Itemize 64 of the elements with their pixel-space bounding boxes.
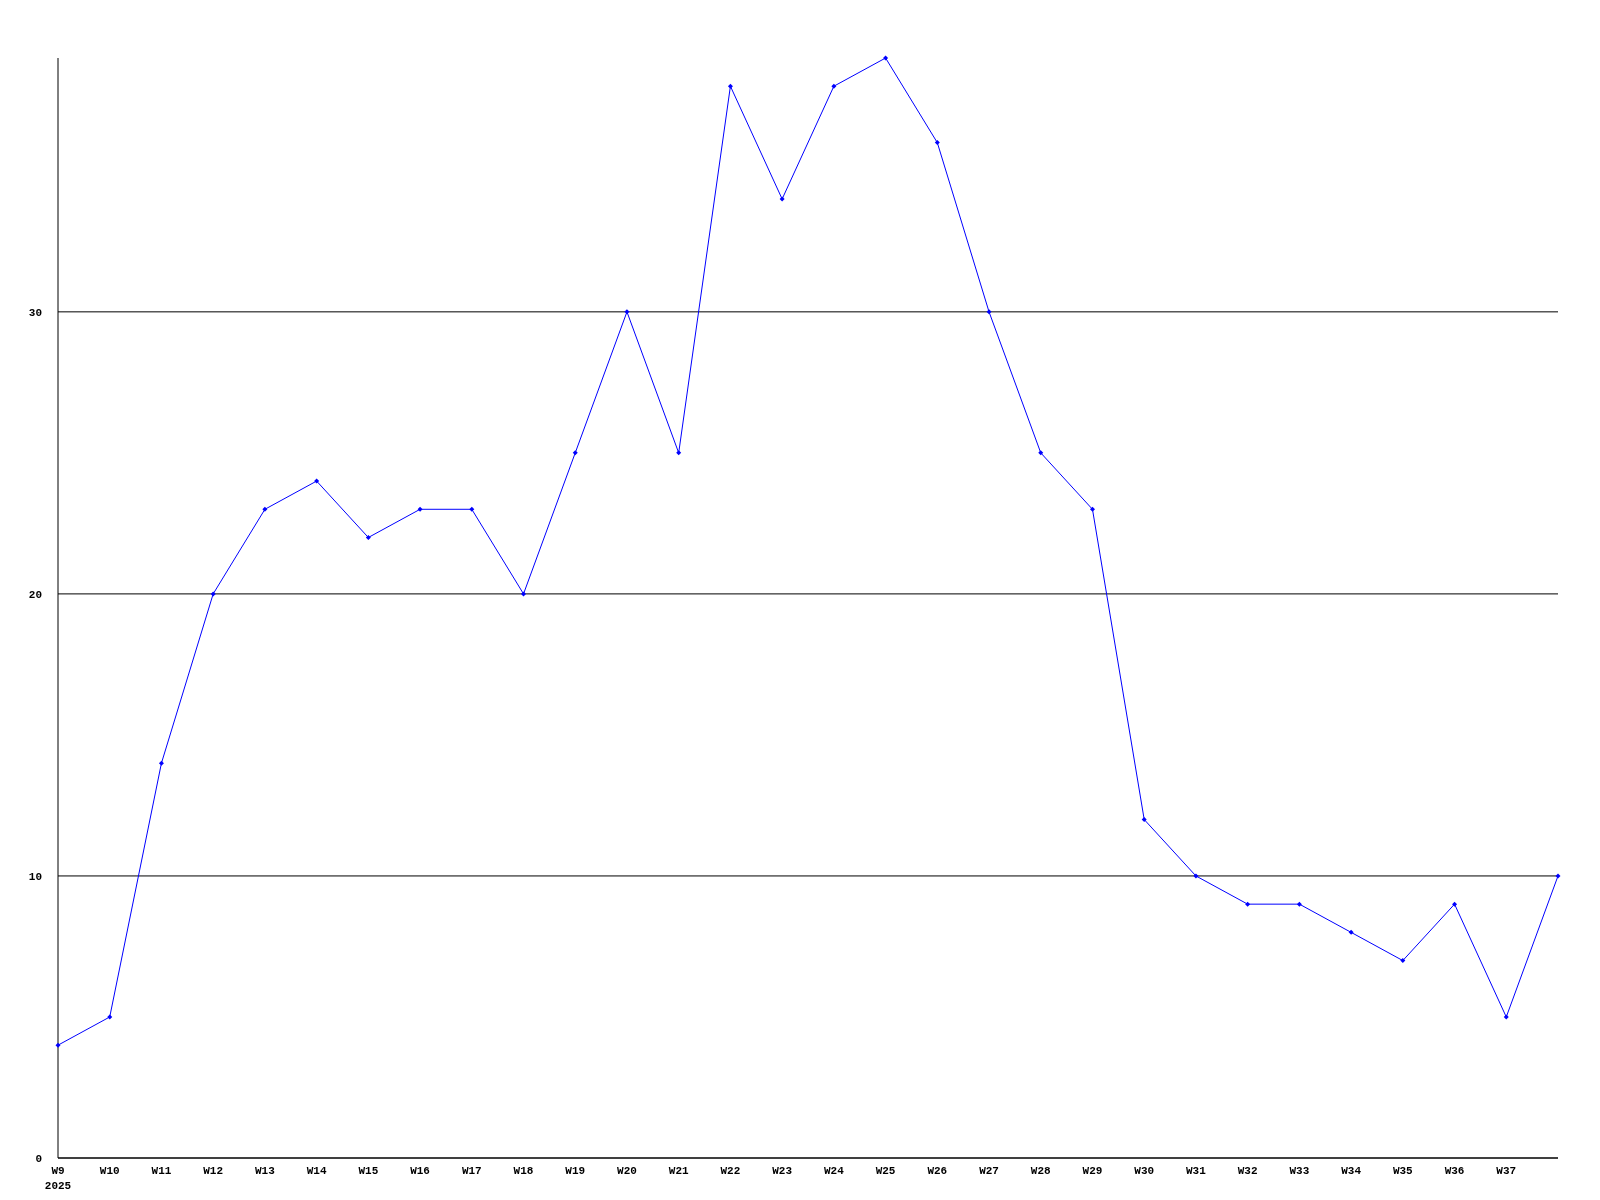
x-tick-label: W17 <box>461 1165 482 1177</box>
y-tick-label: 30 <box>28 306 42 319</box>
x-tick-label: W31 <box>1186 1165 1207 1177</box>
point <box>1348 929 1354 935</box>
y-tick-label: 10 <box>28 870 42 883</box>
point <box>883 55 889 61</box>
x-tick-label: W13 <box>254 1165 276 1177</box>
x-tick-label: W26 <box>927 1165 948 1177</box>
point <box>1038 450 1044 456</box>
x-tick-label: W27 <box>979 1165 999 1177</box>
point <box>676 450 682 456</box>
x-tick-label: W33 <box>1289 1165 1310 1177</box>
point <box>986 309 992 315</box>
point <box>1296 901 1302 907</box>
x-tick-label: W29 <box>1082 1165 1103 1177</box>
x-tick-label: W9 <box>51 1165 65 1177</box>
x-tick-label: W24 <box>823 1165 845 1177</box>
point <box>1245 901 1251 907</box>
point <box>314 478 320 484</box>
point <box>107 1014 113 1020</box>
point <box>1400 958 1406 964</box>
point <box>55 1042 61 1048</box>
point <box>1193 873 1199 879</box>
point <box>365 534 371 540</box>
x-tick-label: W20 <box>617 1165 637 1177</box>
point <box>158 760 164 766</box>
x-tick-label: W23 <box>772 1165 793 1177</box>
point <box>262 506 268 512</box>
x-tick-label: W12 <box>203 1165 224 1177</box>
x-tick-label: W36 <box>1444 1165 1465 1177</box>
point <box>1141 817 1147 823</box>
x-tick-label: W11 <box>151 1165 172 1177</box>
x-tick-label: W37 <box>1496 1165 1517 1177</box>
x-tick-label: W18 <box>513 1165 534 1177</box>
point <box>1452 901 1458 907</box>
x-tick-label: W32 <box>1237 1165 1258 1177</box>
x-tick-label: W28 <box>1030 1165 1052 1177</box>
x-tick-label: W15 <box>358 1165 379 1177</box>
point <box>572 450 578 456</box>
x-tick-label: W25 <box>875 1165 896 1177</box>
y-tick-label: 20 <box>28 588 42 601</box>
point <box>1555 873 1561 879</box>
point <box>1089 506 1095 512</box>
x-tick-label: W35 <box>1392 1165 1414 1177</box>
x-tick-label: W16 <box>410 1165 430 1177</box>
point <box>1503 1014 1509 1020</box>
x-tick-label: W22 <box>720 1165 741 1177</box>
point <box>417 506 423 512</box>
text: 2025 <box>44 1180 72 1192</box>
x-tick-label: W19 <box>565 1165 586 1177</box>
point <box>624 309 630 315</box>
point <box>779 196 785 202</box>
point <box>210 591 216 597</box>
y-tick-label: 0 <box>35 1153 42 1165</box>
point <box>831 83 837 89</box>
x-tick-label: W30 <box>1134 1165 1155 1177</box>
x-tick-label: W10 <box>99 1165 120 1177</box>
point <box>469 506 475 512</box>
x-tick-label: W21 <box>668 1165 689 1177</box>
point <box>521 591 527 597</box>
point <box>727 83 733 89</box>
x-tick-label: W34 <box>1341 1165 1362 1177</box>
x-tick-label: W14 <box>306 1165 327 1177</box>
point <box>934 140 940 146</box>
